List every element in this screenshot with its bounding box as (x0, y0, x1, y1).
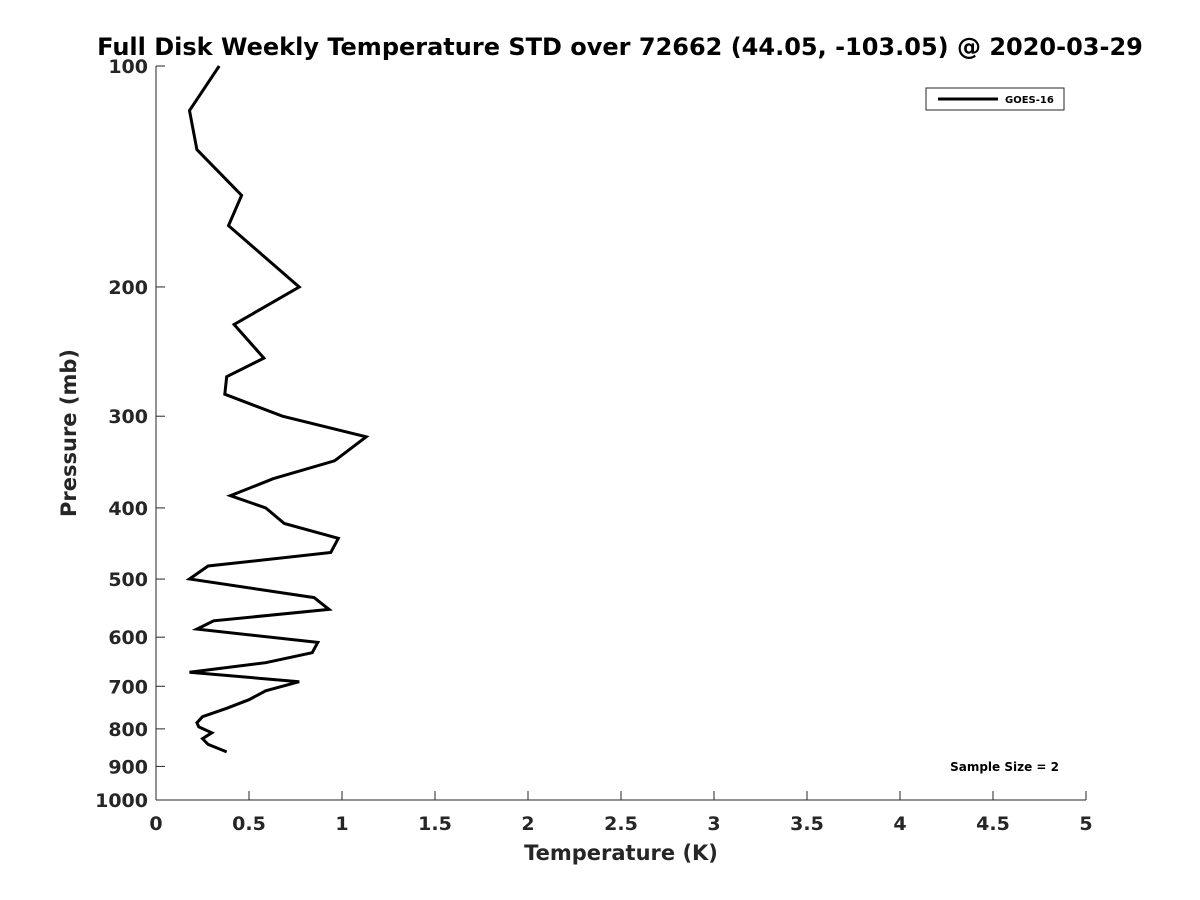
legend: GOES-16 (925, 87, 1065, 111)
y-tick-label: 700 (108, 676, 148, 698)
y-tick-label: 900 (108, 756, 148, 778)
y-axis-label: Pressure (mb) (57, 349, 81, 517)
x-tick-label: 2.5 (604, 813, 638, 835)
x-axis-ticks: 0 0.5 1 1.5 2 2.5 3 3.5 4 4.5 5 (149, 791, 1093, 835)
x-tick-label: 1.5 (418, 813, 452, 835)
y-tick-label: 500 (108, 569, 148, 591)
x-tick-label: 0 (149, 813, 162, 835)
chart-title: Full Disk Weekly Temperature STD over 72… (97, 33, 1143, 61)
y-tick-label: 800 (108, 719, 148, 741)
plot-area: 0 0.5 1 1.5 2 2.5 3 3.5 4 4.5 5 100 200 300 400 500 600… (95, 56, 1093, 835)
x-axis-label: Temperature (K) (524, 841, 718, 865)
x-tick-label: 3 (707, 813, 720, 835)
y-tick-label: 300 (108, 406, 148, 428)
series-line-goes-16 (185, 65, 370, 754)
x-tick-label: 1 (335, 813, 348, 835)
x-tick-label: 4.5 (976, 813, 1010, 835)
sample-size-annotation: Sample Size = 2 (950, 760, 1059, 774)
x-tick-label: 4 (893, 813, 906, 835)
y-tick-label: 1000 (95, 790, 148, 812)
y-axis-ticks: 100 200 300 400 500 600 700 800 900 1000 (95, 56, 165, 812)
x-tick-label: 5 (1079, 813, 1092, 835)
x-tick-label: 3.5 (790, 813, 824, 835)
y-tick-label: 400 (108, 498, 148, 520)
series-layer (185, 65, 370, 754)
x-tick-label: 0.5 (232, 813, 266, 835)
y-tick-label: 200 (108, 277, 148, 299)
x-tick-label: 2 (521, 813, 534, 835)
y-tick-label: 600 (108, 627, 148, 649)
legend-label-goes-16: GOES-16 (1005, 95, 1054, 106)
y-tick-label: 100 (108, 56, 148, 78)
